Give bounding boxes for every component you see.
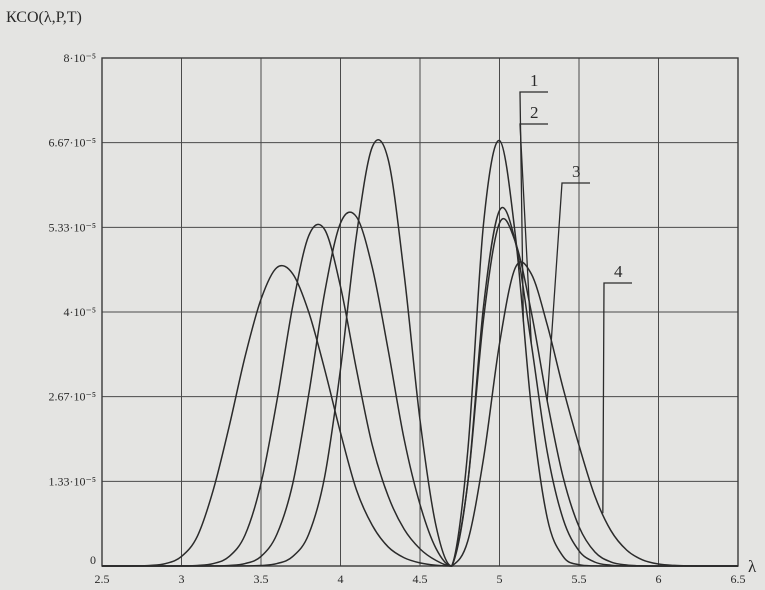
x-tick-label: 6 xyxy=(656,572,662,586)
series-line-2 xyxy=(101,207,738,567)
x-tick-label: 4.5 xyxy=(413,572,428,586)
plot-frame xyxy=(101,57,739,567)
x-tick-label: 5.5 xyxy=(572,572,587,586)
x-tick-label: 5 xyxy=(497,572,503,586)
x-tick-labels: 2.5 3 3.5 4 4.5 5 5.5 6 6.5 xyxy=(95,572,746,586)
series-lines xyxy=(101,139,738,567)
y-tick-label: 1.33·10⁻⁵ xyxy=(48,474,96,488)
y-tick-label: 5.33·10⁻⁵ xyxy=(48,220,96,234)
series-line-3 xyxy=(101,217,738,567)
y-tick-label: 0 xyxy=(90,553,96,567)
y-tick-label: 4·10⁻⁵ xyxy=(63,305,96,319)
y-tick-label: 2.67·10⁻⁵ xyxy=(48,390,96,404)
series-label-4: 4 xyxy=(614,262,623,281)
x-tick-label: 4 xyxy=(338,572,344,586)
x-axis-label: λ xyxy=(748,557,757,576)
y-tick-label: 8·10⁻⁵ xyxy=(63,51,96,65)
y-axis-label: КСО(λ,P,T) xyxy=(6,9,82,26)
chart-grid xyxy=(101,57,739,567)
series-label-2: 2 xyxy=(530,103,539,122)
leader-line-3 xyxy=(546,182,590,401)
leader-line-4 xyxy=(602,282,632,514)
x-tick-label: 3 xyxy=(179,572,185,586)
y-tick-labels: 0 1.33·10⁻⁵ 2.67·10⁻⁵ 4·10⁻⁵ 5.33·10⁻⁵ 6.67·1… xyxy=(48,51,96,567)
legend-leaders: 1 2 3 4 xyxy=(519,71,632,514)
x-tick-label: 3.5 xyxy=(254,572,269,586)
leader-line-1 xyxy=(519,91,548,322)
series-line-4 xyxy=(101,261,738,567)
series-label-3: 3 xyxy=(572,162,581,181)
leader-line-2 xyxy=(519,123,548,344)
y-tick-label: 6.67·10⁻⁵ xyxy=(48,136,96,150)
x-tick-label: 6.5 xyxy=(731,572,746,586)
series-label-1: 1 xyxy=(530,71,539,90)
x-tick-label: 2.5 xyxy=(95,572,110,586)
